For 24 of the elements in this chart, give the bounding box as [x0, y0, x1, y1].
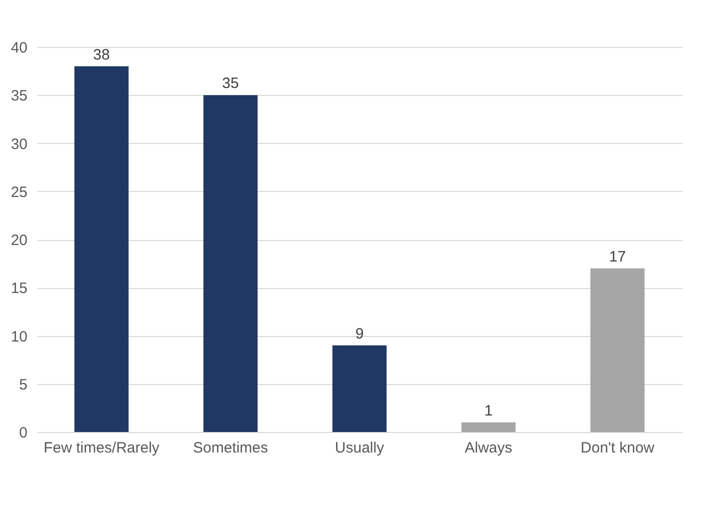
- data-label: 17: [609, 248, 626, 266]
- bar: [590, 268, 645, 432]
- data-label: 1: [484, 402, 493, 420]
- y-tick-label: 5: [19, 376, 28, 394]
- y-tick-label: 15: [10, 280, 28, 298]
- y-tick-label: 20: [10, 232, 28, 249]
- x-tick-label: Sometimes: [192, 440, 268, 456]
- data-label: 35: [222, 75, 239, 92]
- bar: [332, 345, 387, 432]
- x-tick-label: Few times/Rarely: [44, 440, 160, 456]
- x-tick-label: Don't know: [580, 440, 655, 456]
- y-tick-label: 30: [10, 136, 28, 153]
- bar: [203, 95, 258, 432]
- x-tick-label: Usually: [334, 440, 385, 456]
- bar: [461, 422, 516, 432]
- x-tick-label: Always: [464, 440, 512, 456]
- data-label: 9: [355, 325, 364, 342]
- y-tick-label: 40: [10, 40, 28, 56]
- y-tick-label: 25: [10, 184, 28, 201]
- data-label: 38: [93, 46, 110, 64]
- y-tick-label: 0: [19, 424, 28, 442]
- bar: [74, 66, 129, 432]
- y-tick-label: 35: [10, 88, 28, 105]
- y-tick-label: 10: [10, 328, 28, 346]
